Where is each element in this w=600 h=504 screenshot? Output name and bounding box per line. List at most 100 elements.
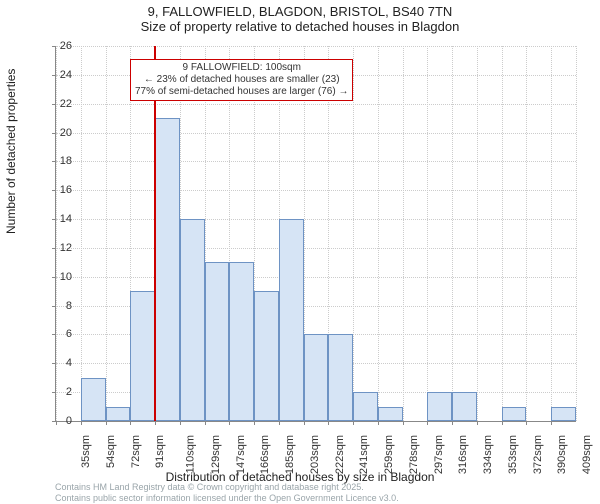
annotation-line2: ← 23% of detached houses are smaller (23… (135, 74, 348, 86)
x-tick-mark (403, 421, 404, 425)
histogram-bar (328, 334, 353, 421)
gridline-v (427, 46, 428, 421)
y-tick-label: 2 (48, 386, 72, 398)
gridline-v (576, 46, 577, 421)
x-tick-mark (279, 421, 280, 425)
histogram-bar (155, 118, 180, 421)
x-tick-mark (328, 421, 329, 425)
x-tick-label: 147sqm (235, 435, 247, 474)
x-tick-label: 203sqm (309, 435, 321, 474)
gridline-v (353, 46, 354, 421)
histogram-bar (180, 219, 205, 421)
y-tick-label: 4 (48, 357, 72, 369)
gridline-h (56, 277, 576, 278)
y-tick-label: 10 (48, 271, 72, 283)
footer-line1: Contains HM Land Registry data © Crown c… (55, 482, 399, 492)
y-tick-label: 22 (48, 98, 72, 110)
x-tick-mark (452, 421, 453, 425)
x-tick-mark (502, 421, 503, 425)
histogram-bar (378, 407, 403, 421)
x-tick-mark (304, 421, 305, 425)
gridline-v (403, 46, 404, 421)
gridline-v (81, 46, 82, 421)
x-tick-label: 409sqm (581, 435, 593, 474)
x-tick-mark (353, 421, 354, 425)
gridline-h (56, 248, 576, 249)
y-tick-label: 14 (48, 213, 72, 225)
gridline-v (526, 46, 527, 421)
histogram-bar (452, 392, 477, 421)
x-tick-label: 334sqm (482, 435, 494, 474)
histogram-bar (502, 407, 527, 421)
gridline-h (56, 104, 576, 105)
page-title-line2: Size of property relative to detached ho… (0, 19, 600, 34)
histogram-bar (106, 407, 131, 421)
x-tick-mark (106, 421, 107, 425)
marker-line (154, 46, 156, 421)
x-tick-mark (130, 421, 131, 425)
footer-line2: Contains public sector information licen… (55, 493, 399, 503)
plot-area (55, 46, 576, 422)
x-tick-mark (229, 421, 230, 425)
x-tick-label: 54sqm (105, 435, 117, 468)
chart: 9 FALLOWFIELD: 100sqm ← 23% of detached … (55, 46, 575, 421)
x-tick-label: 185sqm (284, 435, 296, 474)
y-tick-label: 8 (48, 300, 72, 312)
histogram-bar (279, 219, 304, 421)
x-tick-label: 259sqm (383, 435, 395, 474)
x-tick-label: 222sqm (334, 435, 346, 474)
x-tick-label: 72sqm (130, 435, 142, 468)
gridline-v (477, 46, 478, 421)
y-tick-label: 0 (48, 415, 72, 427)
x-tick-mark (551, 421, 552, 425)
annotation-line1: 9 FALLOWFIELD: 100sqm (135, 62, 348, 74)
x-tick-label: 241sqm (359, 435, 371, 474)
gridline-h (56, 219, 576, 220)
gridline-h (56, 133, 576, 134)
gridline-v (106, 46, 107, 421)
x-tick-label: 316sqm (458, 435, 470, 474)
x-tick-label: 278sqm (408, 435, 420, 474)
y-tick-label: 20 (48, 127, 72, 139)
x-tick-label: 297sqm (433, 435, 445, 474)
histogram-bar (205, 262, 230, 421)
gridline-h (56, 46, 576, 47)
x-tick-label: 372sqm (532, 435, 544, 474)
x-tick-mark (427, 421, 428, 425)
gridline-v (378, 46, 379, 421)
y-tick-label: 18 (48, 155, 72, 167)
y-tick-label: 16 (48, 184, 72, 196)
histogram-bar (551, 407, 576, 421)
y-tick-label: 26 (48, 40, 72, 52)
x-tick-mark (205, 421, 206, 425)
x-tick-mark (477, 421, 478, 425)
y-tick-label: 12 (48, 242, 72, 254)
x-tick-label: 91sqm (154, 435, 166, 468)
x-tick-mark (254, 421, 255, 425)
histogram-bar (81, 378, 106, 421)
y-tick-label: 6 (48, 328, 72, 340)
x-tick-label: 166sqm (259, 435, 271, 474)
x-tick-label: 110sqm (184, 435, 196, 473)
x-tick-mark (180, 421, 181, 425)
histogram-bar (130, 291, 155, 421)
histogram-bar (304, 334, 329, 421)
x-tick-label: 353sqm (507, 435, 519, 474)
histogram-bar (427, 392, 452, 421)
x-tick-label: 129sqm (210, 435, 222, 474)
histogram-bar (254, 291, 279, 421)
histogram-bar (353, 392, 378, 421)
x-tick-label: 390sqm (557, 435, 569, 474)
x-tick-mark (526, 421, 527, 425)
x-tick-mark (81, 421, 82, 425)
gridline-v (551, 46, 552, 421)
gridline-h (56, 161, 576, 162)
annotation-line3: 77% of semi-detached houses are larger (… (135, 86, 348, 98)
gridline-h (56, 190, 576, 191)
x-tick-mark (155, 421, 156, 425)
page-title-line1: 9, FALLOWFIELD, BLAGDON, BRISTOL, BS40 7… (0, 4, 600, 19)
gridline-v (502, 46, 503, 421)
annotation-box: 9 FALLOWFIELD: 100sqm ← 23% of detached … (130, 59, 353, 101)
x-tick-label: 35sqm (80, 435, 92, 468)
y-tick-label: 24 (48, 69, 72, 81)
